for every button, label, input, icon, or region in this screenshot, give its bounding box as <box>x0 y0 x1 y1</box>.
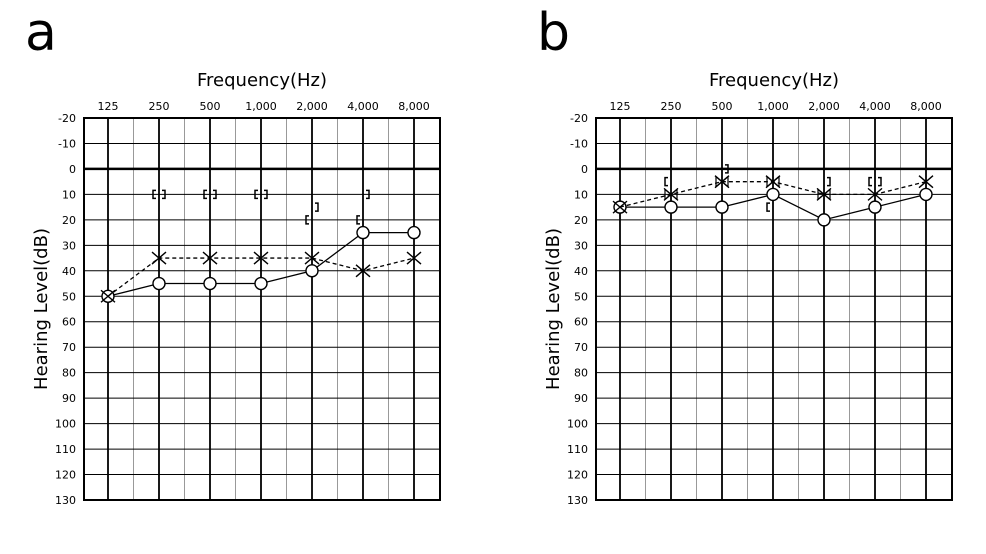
y-tick-label: 130 <box>55 494 76 507</box>
audiogram-panel-b: b Frequency(Hz) Hearing Level(dB) -20 -10 0 10… <box>537 3 953 507</box>
plot-frame <box>83 117 441 501</box>
y-tick-label: 80 <box>62 367 76 380</box>
y-tick-label: -20 <box>570 112 588 125</box>
x-tick-label: 500 <box>200 100 221 113</box>
y-tick-label: 50 <box>62 290 76 303</box>
circle-marker <box>407 225 421 240</box>
circle-marker <box>203 276 217 291</box>
audiogram-panel-a: a Frequency(Hz) Hearing Level(dB) -20 -10 0 10… <box>25 3 441 507</box>
y-tick-label: 70 <box>574 341 588 354</box>
y-tick-label: 120 <box>567 469 588 482</box>
left-bracket-marker <box>152 189 156 200</box>
y-tick-label: -20 <box>58 112 76 125</box>
cross-marker <box>202 251 218 265</box>
bone-conduction-marker <box>715 175 729 188</box>
x-tick-label: 250 <box>661 100 682 113</box>
circle-marker <box>766 187 780 202</box>
bone-conduction-marker <box>766 175 780 188</box>
circle-marker <box>305 264 319 278</box>
left-bracket-marker <box>356 215 360 225</box>
x-tick-label: 250 <box>149 100 170 113</box>
left-bracket-marker <box>254 189 258 200</box>
panel-label: b <box>537 3 570 63</box>
x-tick-label: 1,000 <box>757 100 789 113</box>
y-tick-label: 10 <box>574 188 588 201</box>
x-tick-label: 2,000 <box>808 100 840 113</box>
cross-marker <box>918 175 934 189</box>
y-tick-label: 40 <box>574 265 588 278</box>
y-tick-label: 0 <box>581 163 588 176</box>
x-tick-label: 500 <box>712 100 733 113</box>
x-tick-label: 2,000 <box>296 100 328 113</box>
left-bracket-marker <box>203 189 207 200</box>
left-bracket-marker <box>664 176 668 187</box>
cross-marker <box>406 251 422 265</box>
cross-marker <box>304 251 320 265</box>
y-tick-label: 30 <box>574 239 588 252</box>
y-tick-label: 80 <box>574 367 588 380</box>
cross-marker <box>100 289 116 303</box>
y-tick-label: 110 <box>55 443 76 456</box>
x-tick-label: 8,000 <box>398 100 430 113</box>
y-tick-label: 20 <box>574 214 588 227</box>
y-tick-label: 100 <box>55 418 76 431</box>
right-bracket-marker <box>264 189 268 200</box>
y-tick-label: -10 <box>58 137 76 150</box>
x-axis-title: Frequency(Hz) <box>197 70 327 91</box>
bone-conduction-marker <box>664 188 678 201</box>
circle-marker <box>254 276 268 291</box>
panel-label: a <box>25 3 57 63</box>
y-tick-label: 60 <box>574 316 588 329</box>
x-axis-title: Frequency(Hz) <box>709 70 839 91</box>
bone-conduction-marker <box>817 188 831 201</box>
y-tick-label: 0 <box>69 163 76 176</box>
y-tick-label: 10 <box>62 188 76 201</box>
circle-marker <box>868 200 882 214</box>
y-tick-label: -10 <box>570 137 588 150</box>
circle-marker <box>152 276 166 291</box>
left-bracket-marker <box>766 202 770 212</box>
left-bracket-marker <box>868 176 872 187</box>
y-tick-label: 90 <box>62 392 76 405</box>
x-tick-label: 4,000 <box>347 100 379 113</box>
y-tick-label: 60 <box>62 316 76 329</box>
right-bracket-marker <box>162 189 166 200</box>
y-tick-label: 50 <box>574 290 588 303</box>
right-bracket-marker <box>725 164 729 174</box>
right-bracket-marker <box>366 189 370 200</box>
circle-marker <box>715 200 729 214</box>
y-axis-title: Hearing Level(dB) <box>543 228 564 390</box>
x-tick-label: 4,000 <box>859 100 891 113</box>
cross-marker <box>867 187 883 201</box>
circle-marker <box>356 225 370 240</box>
y-tick-label: 120 <box>55 469 76 482</box>
y-tick-label: 90 <box>574 392 588 405</box>
y-tick-label: 40 <box>62 265 76 278</box>
y-tick-label: 70 <box>62 341 76 354</box>
y-tick-label: 30 <box>62 239 76 252</box>
y-axis-title: Hearing Level(dB) <box>31 228 52 390</box>
plot-frame <box>595 117 953 501</box>
circle-marker <box>664 200 678 214</box>
y-tick-label: 100 <box>567 418 588 431</box>
cross-marker <box>355 264 371 278</box>
x-tick-label: 125 <box>98 100 119 113</box>
right-bracket-marker <box>827 176 831 187</box>
right-bracket-marker <box>213 189 217 200</box>
circle-marker <box>817 213 831 227</box>
y-tick-label: 110 <box>567 443 588 456</box>
y-tick-label: 130 <box>567 494 588 507</box>
cross-marker <box>612 200 628 214</box>
x-tick-label: 125 <box>610 100 631 113</box>
cross-marker <box>253 251 269 265</box>
y-tick-label: 20 <box>62 214 76 227</box>
right-bracket-marker <box>878 176 882 187</box>
x-tick-label: 8,000 <box>910 100 942 113</box>
circle-marker <box>919 187 933 202</box>
x-tick-label: 1,000 <box>245 100 277 113</box>
left-bracket-marker <box>305 215 309 225</box>
cross-marker <box>151 251 167 265</box>
right-bracket-marker <box>315 202 319 212</box>
